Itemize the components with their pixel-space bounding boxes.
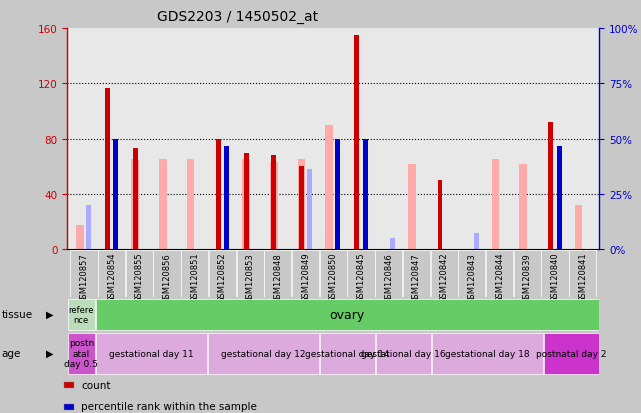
Text: GDS2203 / 1450502_at: GDS2203 / 1450502_at — [156, 10, 318, 24]
Text: ▶: ▶ — [46, 348, 54, 358]
FancyBboxPatch shape — [544, 333, 599, 374]
Bar — [325, 126, 333, 250]
Bar — [131, 160, 139, 250]
Bar — [242, 160, 250, 250]
Text: GSM120853: GSM120853 — [246, 252, 254, 303]
FancyBboxPatch shape — [458, 250, 485, 297]
FancyBboxPatch shape — [153, 250, 181, 297]
FancyBboxPatch shape — [68, 333, 95, 374]
Text: GSM120841: GSM120841 — [578, 252, 587, 303]
FancyBboxPatch shape — [209, 250, 236, 297]
Bar — [271, 156, 276, 250]
Text: GSM120842: GSM120842 — [440, 252, 449, 303]
Bar — [556, 146, 562, 250]
Text: gestational day 11: gestational day 11 — [109, 349, 194, 358]
Bar — [408, 164, 416, 250]
Text: GSM120843: GSM120843 — [467, 252, 476, 303]
Text: tissue: tissue — [1, 309, 33, 320]
FancyBboxPatch shape — [264, 250, 292, 297]
FancyBboxPatch shape — [542, 250, 569, 297]
Bar — [113, 140, 119, 250]
FancyBboxPatch shape — [126, 250, 153, 297]
Text: age: age — [1, 348, 21, 358]
FancyBboxPatch shape — [569, 250, 596, 297]
FancyBboxPatch shape — [403, 250, 430, 297]
Bar — [86, 206, 90, 250]
Text: percentile rank within the sample: percentile rank within the sample — [81, 401, 257, 411]
Text: GSM120839: GSM120839 — [523, 252, 532, 303]
Text: GSM120851: GSM120851 — [190, 252, 199, 303]
Bar — [335, 140, 340, 250]
Text: postnatal day 2: postnatal day 2 — [536, 349, 606, 358]
Text: gestational day 14: gestational day 14 — [305, 349, 390, 358]
Bar — [363, 140, 368, 250]
FancyBboxPatch shape — [320, 333, 375, 374]
Bar — [244, 153, 249, 250]
Text: postn
atal
day 0.5: postn atal day 0.5 — [64, 339, 98, 368]
FancyBboxPatch shape — [513, 250, 541, 297]
Text: GSM120845: GSM120845 — [356, 252, 365, 303]
Text: GSM120849: GSM120849 — [301, 252, 310, 303]
Text: GSM120857: GSM120857 — [79, 252, 88, 303]
FancyBboxPatch shape — [237, 250, 263, 297]
Text: GSM120840: GSM120840 — [551, 252, 560, 303]
Text: GSM120855: GSM120855 — [135, 252, 144, 303]
Text: GSM120846: GSM120846 — [384, 252, 393, 303]
FancyBboxPatch shape — [181, 250, 208, 297]
Text: GSM120847: GSM120847 — [412, 252, 421, 303]
Bar — [556, 195, 562, 250]
Bar — [474, 233, 479, 250]
FancyBboxPatch shape — [292, 250, 319, 297]
Bar — [224, 146, 229, 250]
FancyBboxPatch shape — [320, 250, 347, 297]
Text: GSM120856: GSM120856 — [163, 252, 172, 303]
Bar — [438, 181, 442, 250]
FancyBboxPatch shape — [68, 299, 95, 330]
Bar — [159, 160, 167, 250]
Bar — [548, 123, 553, 250]
Text: gestational day 16: gestational day 16 — [361, 349, 445, 358]
Text: count: count — [81, 380, 111, 390]
Bar — [299, 167, 304, 250]
Text: ovary: ovary — [329, 308, 365, 321]
Bar — [216, 140, 221, 250]
Bar — [519, 164, 527, 250]
FancyBboxPatch shape — [432, 333, 543, 374]
Bar — [390, 239, 395, 250]
FancyBboxPatch shape — [376, 333, 431, 374]
FancyBboxPatch shape — [71, 250, 97, 297]
FancyBboxPatch shape — [96, 299, 599, 330]
FancyBboxPatch shape — [486, 250, 513, 297]
Bar — [492, 160, 499, 250]
Bar — [105, 88, 110, 250]
Text: GSM120852: GSM120852 — [218, 252, 227, 303]
Text: GSM120854: GSM120854 — [107, 252, 116, 303]
Text: GSM120848: GSM120848 — [274, 252, 283, 303]
FancyBboxPatch shape — [431, 250, 458, 297]
Bar — [297, 160, 305, 250]
Bar — [354, 36, 360, 250]
Bar — [307, 170, 312, 250]
FancyBboxPatch shape — [347, 250, 374, 297]
FancyBboxPatch shape — [208, 333, 319, 374]
Bar — [133, 149, 138, 250]
Bar — [575, 206, 583, 250]
Text: GSM120850: GSM120850 — [329, 252, 338, 303]
Bar — [76, 225, 84, 250]
FancyBboxPatch shape — [98, 250, 125, 297]
Text: refere
nce: refere nce — [69, 305, 94, 324]
Bar — [187, 160, 194, 250]
Text: ▶: ▶ — [46, 309, 54, 320]
Text: gestational day 12: gestational day 12 — [221, 349, 306, 358]
Text: gestational day 18: gestational day 18 — [445, 349, 529, 358]
Bar — [270, 163, 278, 250]
FancyBboxPatch shape — [96, 333, 207, 374]
Text: GSM120844: GSM120844 — [495, 252, 504, 303]
FancyBboxPatch shape — [375, 250, 403, 297]
